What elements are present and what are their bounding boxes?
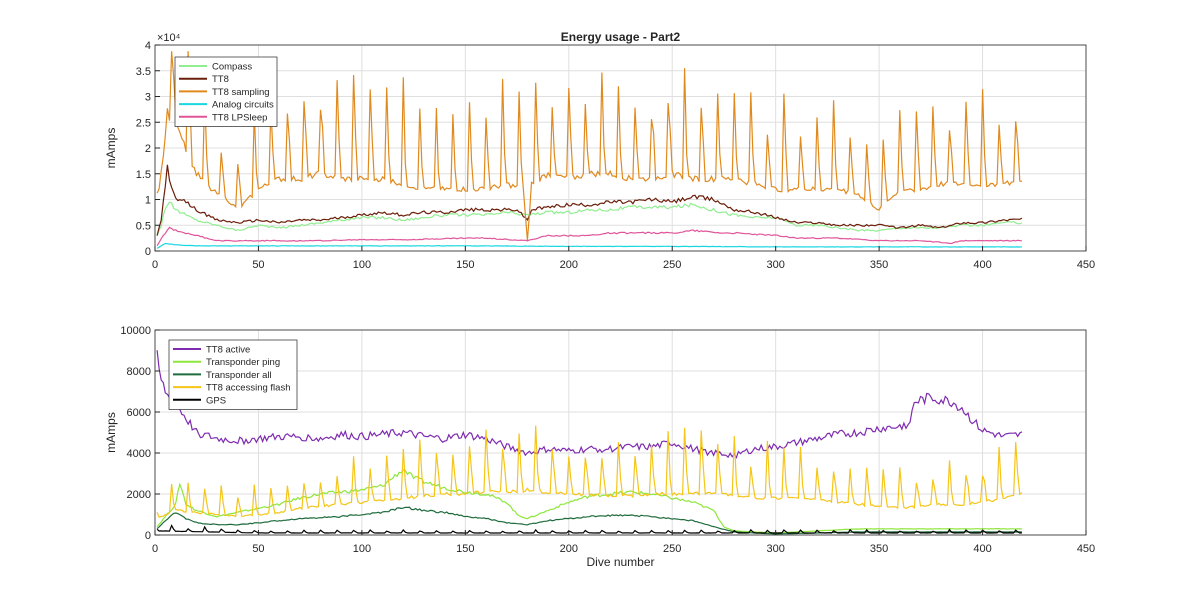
series-line	[156, 425, 1023, 518]
x-tick-label: 400	[973, 259, 991, 271]
x-tick-label: 250	[663, 259, 681, 271]
y-tick-label: 1	[145, 195, 151, 207]
y-axis-label: mAmps	[104, 412, 118, 453]
series-line	[156, 242, 1022, 249]
legend-label: Transponder all	[206, 370, 272, 381]
y-tick-label: 4	[145, 40, 151, 52]
y-tick-label: 6000	[127, 407, 151, 419]
x-tick-label: 50	[252, 543, 264, 555]
legend-label: Compass	[212, 62, 252, 73]
y-exponent-label: ×10⁴	[157, 32, 181, 44]
y-tick-label: 1.5	[136, 169, 151, 181]
energy-usage-upper-chart: 0 50 100 150 200 250 300 350 400 450 0 0.5 1 1.5 2 2.5 3…	[104, 30, 1095, 271]
x-tick-label: 0	[152, 543, 158, 555]
y-tick-label: 3	[145, 92, 151, 104]
series-line	[156, 201, 1023, 237]
x-tick-label: 350	[870, 259, 888, 271]
y-tick-label: 2000	[127, 489, 151, 501]
series-line	[156, 164, 1023, 236]
x-tick-label: 200	[560, 543, 578, 555]
x-tick-label: 100	[353, 259, 371, 271]
x-tick-label: 450	[1077, 259, 1095, 271]
series-line	[156, 506, 1022, 535]
legend-label: Analog circuits	[212, 100, 274, 111]
energy-usage-lower-chart: 0 50 100 150 200 250 300 350 400 450 0 2000 4000 6000…	[104, 325, 1095, 569]
chart-title: Energy usage - Part2	[561, 30, 681, 44]
x-tick-label: 300	[766, 259, 784, 271]
series-line	[156, 350, 1023, 460]
x-tick-label: 150	[456, 259, 474, 271]
y-tick-label: 2	[145, 143, 151, 155]
x-tick-label: 100	[353, 543, 371, 555]
legend-label: TT8 sampling	[212, 87, 270, 98]
x-tick-label: 150	[456, 543, 474, 555]
legend-label: Transponder ping	[206, 357, 280, 368]
y-tick-label: 0.5	[136, 220, 151, 232]
x-tick-label: 300	[766, 543, 784, 555]
x-tick-label: 250	[663, 543, 681, 555]
x-tick-label: 350	[870, 543, 888, 555]
y-tick-label: 8000	[127, 366, 151, 378]
y-tick-label: 2.5	[136, 117, 151, 129]
x-tick-label: 400	[973, 543, 991, 555]
y-tick-label: 10000	[120, 325, 151, 337]
legend-label: TT8	[212, 74, 229, 85]
y-axis-label: mAmps	[104, 128, 118, 169]
y-tick-label: 0	[145, 530, 151, 542]
legend-label: GPS	[206, 395, 226, 406]
axes-frame	[154, 329, 1087, 536]
y-tick-label: 0	[145, 246, 151, 258]
x-tick-label: 50	[252, 259, 264, 271]
legend-label: TT8 LPSleep	[212, 112, 267, 123]
x-axis-label: Dive number	[586, 555, 654, 569]
series-line	[156, 524, 1022, 534]
x-tick-label: 0	[152, 259, 158, 271]
y-tick-label: 4000	[127, 448, 151, 460]
x-tick-label: 450	[1077, 543, 1095, 555]
y-tick-label: 3.5	[136, 66, 151, 78]
series-line	[156, 51, 1022, 241]
x-tick-label: 200	[560, 259, 578, 271]
legend-label: TT8 accessing flash	[206, 383, 290, 394]
legend-label: TT8 active	[206, 345, 250, 356]
series-line	[156, 226, 1022, 247]
